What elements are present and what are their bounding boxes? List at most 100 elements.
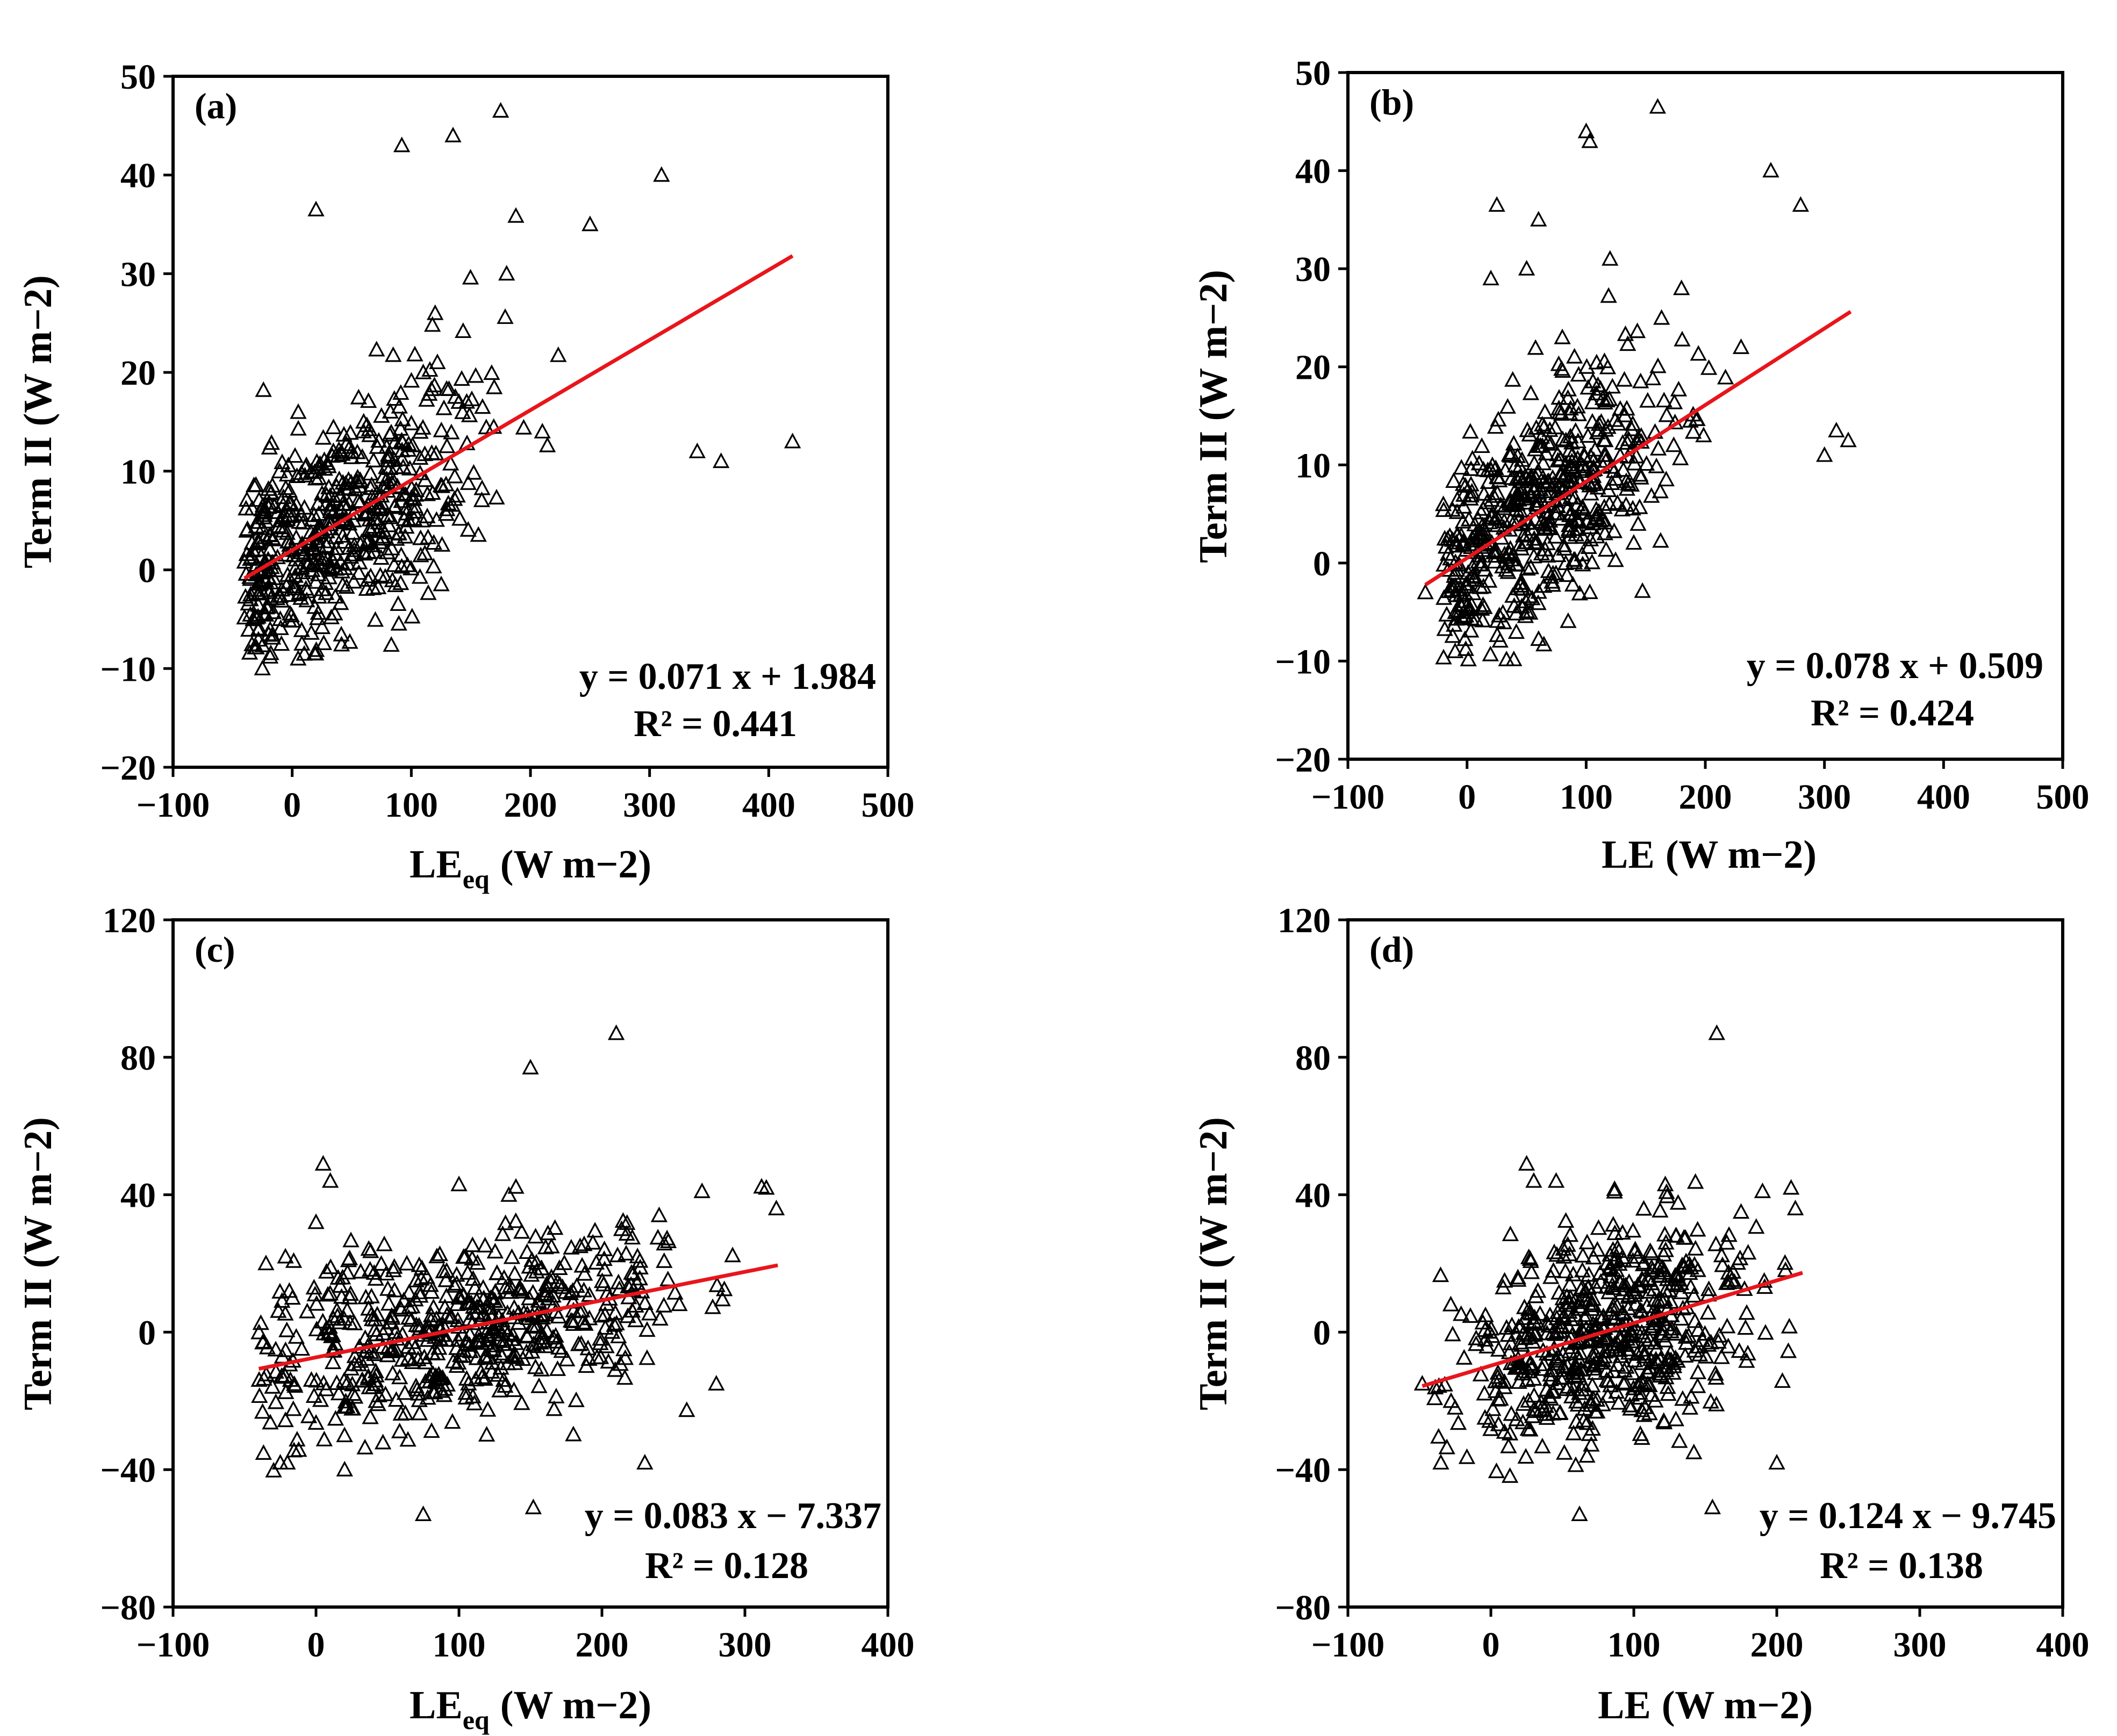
data-point	[392, 384, 410, 400]
data-point	[264, 477, 281, 493]
data-point	[627, 1312, 644, 1328]
data-point	[262, 1414, 279, 1430]
data-point	[352, 1263, 369, 1279]
data-point	[1656, 1290, 1674, 1306]
x-tick-label: 300	[1798, 777, 1851, 817]
data-point	[313, 618, 331, 635]
data-point	[1535, 515, 1553, 531]
data-point	[1496, 1272, 1513, 1288]
data-point	[1566, 348, 1583, 364]
data-point	[1535, 1355, 1553, 1371]
data-point	[1623, 1332, 1640, 1349]
data-point	[387, 458, 405, 474]
data-point	[255, 381, 272, 397]
data-point	[1577, 123, 1595, 139]
data-point	[1699, 1336, 1717, 1352]
r-squared: R² = 0.138	[1820, 1545, 1983, 1587]
data-point	[450, 393, 468, 409]
data-point	[1547, 1325, 1564, 1341]
data-point	[1608, 1383, 1625, 1399]
data-points	[250, 1024, 785, 1521]
data-point	[482, 1340, 500, 1356]
data-point	[1483, 508, 1501, 524]
data-point	[325, 419, 342, 435]
data-point	[1442, 550, 1459, 566]
data-point	[1454, 475, 1472, 491]
data-point	[440, 494, 457, 510]
data-point	[1552, 464, 1570, 480]
data-point	[1508, 623, 1525, 639]
data-point	[264, 1378, 281, 1394]
data-point	[318, 584, 335, 600]
fit-equation: y = 0.124 x − 9.745	[1760, 1495, 2056, 1537]
data-point	[308, 609, 326, 625]
data-point	[300, 1407, 318, 1423]
data-point	[293, 621, 310, 637]
data-point	[1444, 501, 1461, 517]
data-point	[1554, 430, 1571, 446]
panel-label: (c)	[195, 929, 235, 970]
data-point	[1674, 1390, 1691, 1406]
data-point	[1653, 309, 1670, 325]
data-point	[1551, 389, 1568, 405]
data-point	[416, 544, 434, 560]
data-point	[1578, 1234, 1596, 1250]
data-point	[1518, 260, 1535, 276]
data-point	[1584, 393, 1601, 409]
data-point	[1629, 1377, 1646, 1393]
data-point	[1454, 536, 1472, 552]
data-point	[1711, 1327, 1728, 1343]
data-point	[1458, 603, 1476, 619]
data-point	[1602, 1377, 1619, 1393]
data-point	[607, 1024, 625, 1040]
data-point	[1596, 394, 1613, 410]
data-point	[405, 490, 423, 506]
data-point	[565, 1425, 582, 1442]
x-axis-label-main: LE	[410, 1683, 463, 1727]
data-point	[284, 612, 302, 628]
data-point	[333, 636, 350, 652]
data-point	[1474, 1314, 1491, 1330]
data-point	[1525, 482, 1543, 499]
data-point	[1525, 530, 1543, 546]
data-point	[384, 346, 402, 362]
data-point	[433, 477, 451, 493]
data-point	[470, 526, 487, 542]
data-point	[385, 556, 403, 572]
data-point	[259, 581, 276, 597]
data-point	[525, 1335, 542, 1351]
data-point	[503, 1248, 521, 1264]
data-point	[714, 1291, 731, 1307]
data-point	[1432, 1454, 1449, 1470]
data-point	[261, 438, 278, 455]
data-point	[1644, 370, 1661, 386]
data-point	[410, 1385, 427, 1401]
data-point	[352, 472, 369, 488]
data-point	[392, 1301, 410, 1317]
data-point	[1650, 1256, 1668, 1272]
data-point	[1697, 1348, 1714, 1364]
data-point	[334, 576, 351, 592]
data-point	[393, 1351, 411, 1367]
data-point	[355, 506, 373, 522]
data-point	[455, 322, 472, 338]
data-point	[404, 1333, 421, 1349]
data-point	[614, 1212, 632, 1228]
data-point	[1513, 597, 1531, 614]
data-point	[433, 421, 450, 437]
data-point	[1656, 1226, 1674, 1242]
data-point	[391, 1422, 408, 1438]
data-point	[457, 1384, 475, 1400]
data-point	[438, 380, 455, 396]
data-point	[326, 604, 343, 621]
r-squared: R² = 0.128	[645, 1545, 808, 1587]
data-point	[1687, 1173, 1704, 1189]
data-point	[1559, 389, 1577, 405]
data-point	[464, 1314, 482, 1330]
data-point	[550, 1338, 568, 1355]
data-point	[1676, 1346, 1694, 1363]
data-point	[437, 1271, 455, 1287]
data-point	[1526, 441, 1544, 457]
data-point	[363, 1287, 380, 1303]
data-point	[439, 500, 456, 516]
